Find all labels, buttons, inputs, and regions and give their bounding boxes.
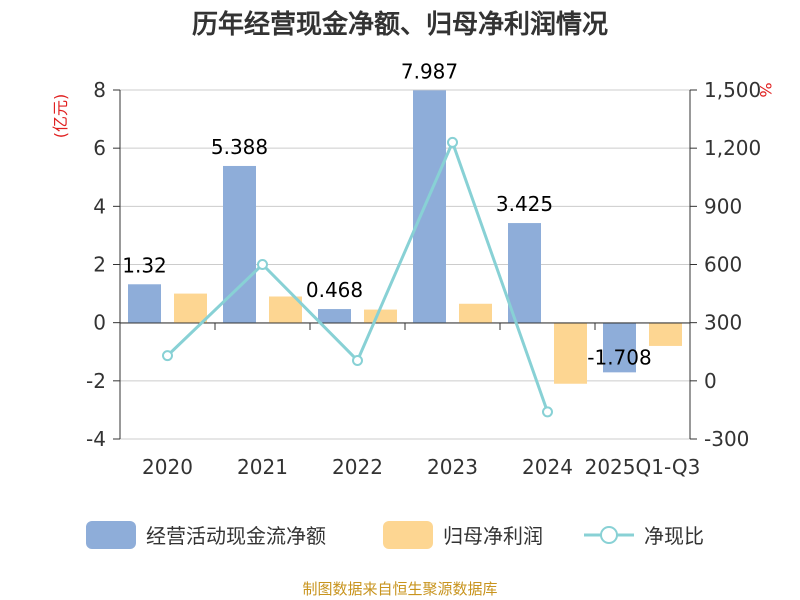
ratio-line-group [162, 136, 553, 418]
x-axis-category-label: 2022 [332, 455, 383, 479]
data-labels-group: 1.32 5.388 0.468 7.987 3.425 -1.708 [122, 59, 652, 369]
left-axis-tick-label: 8 [93, 78, 106, 102]
ratio-point [542, 406, 553, 418]
grid-lines [120, 89, 690, 440]
left-axis-tick-label: 0 [93, 311, 106, 335]
right-axis-tick-label: 0 [704, 369, 717, 393]
net-profit-bar [174, 293, 207, 323]
right-axis-tick-label: 900 [704, 194, 742, 218]
ratio-point [162, 350, 173, 362]
axes-group: -4 -2 0 2 4 6 8 -300 0 300 600 900 1,200 1,500 2020 202… [86, 78, 761, 479]
left-axis-tick-label: 4 [93, 194, 106, 218]
cashflow-data-label: -1.708 [587, 345, 651, 369]
x-axis-category-label: 2025Q1-Q3 [585, 455, 701, 479]
right-axis-tick-label: 300 [704, 311, 742, 335]
chart-title: 历年经营现金净额、归母净利润情况 [192, 9, 608, 40]
net-profit-bar [459, 303, 492, 323]
left-axis-tick-label: -4 [86, 427, 106, 451]
ratio-point [352, 354, 363, 366]
right-axis-tick-label: 1,200 [704, 136, 761, 160]
cashflow-data-label: 1.32 [122, 253, 167, 277]
left-axis-tick-label: 6 [93, 136, 106, 160]
right-axis-unit: % [756, 82, 775, 97]
cashflow-data-label: 3.425 [496, 192, 553, 216]
legend-cashflow-swatch [86, 521, 136, 549]
left-axis-tick-label: 2 [93, 253, 106, 277]
legend-cashflow-label: 经营活动现金流净额 [146, 524, 326, 548]
cashflow-bar [603, 322, 636, 373]
x-axis-category-label: 2021 [237, 455, 288, 479]
legend-net-profit-label: 归母净利润 [443, 524, 543, 548]
cashflow-bar [508, 223, 541, 323]
legend: 经营活动现金流净额 归母净利润 净现比 [86, 521, 704, 549]
x-axis-category-label: 2020 [142, 455, 193, 479]
cashflow-bar [413, 90, 446, 323]
cashflow-bar [318, 309, 351, 323]
x-axis-category-label: 2023 [427, 455, 478, 479]
cashflow-data-label: 0.468 [306, 278, 363, 302]
right-axis-tick-label: 1,500 [704, 78, 761, 102]
data-source-note: 制图数据来自恒生聚源数据库 [302, 580, 497, 598]
ratio-point [257, 259, 268, 270]
cashflow-data-label: 5.388 [211, 135, 268, 159]
legend-net-profit-swatch [383, 521, 433, 549]
left-axis-unit: (亿元) [51, 94, 70, 139]
net-profit-bar [554, 322, 587, 384]
ratio-point [447, 136, 458, 148]
right-axis-tick-label: 600 [704, 253, 742, 277]
legend-ratio-marker [600, 526, 618, 544]
left-axis-tick-label: -2 [86, 369, 106, 393]
net-profit-bar [649, 322, 682, 346]
legend-ratio-label: 净现比 [644, 524, 704, 548]
net-profit-bar [364, 309, 397, 323]
x-axis-category-label: 2024 [522, 455, 573, 479]
right-axis-tick-label: -300 [704, 427, 749, 451]
cashflow-bar [128, 284, 161, 323]
cashflow-data-label: 7.987 [401, 59, 458, 83]
